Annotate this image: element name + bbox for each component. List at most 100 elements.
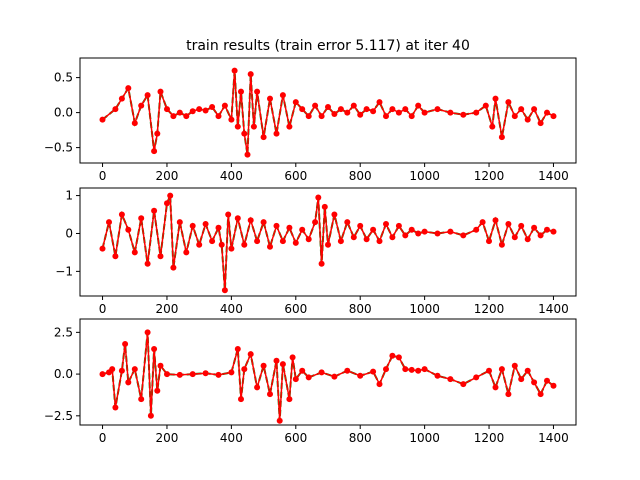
x-tick-label: 600 [284, 431, 307, 445]
data-point [238, 88, 244, 95]
data-point [518, 106, 525, 113]
data-point [260, 219, 267, 226]
data-point [518, 376, 525, 383]
data-point [460, 381, 467, 388]
data-point [325, 104, 331, 110]
data-point [286, 224, 293, 231]
data-point [486, 238, 492, 245]
data-point [524, 236, 531, 243]
x-tick-label: 0 [99, 302, 107, 316]
data-point [260, 134, 267, 141]
data-point [164, 200, 170, 207]
x-tick-label: 400 [220, 302, 243, 316]
data-point [154, 130, 161, 137]
data-point [241, 366, 248, 373]
data-point [221, 287, 228, 294]
data-point [138, 396, 145, 403]
data-point [241, 241, 248, 248]
data-point [196, 106, 203, 113]
data-point [286, 396, 293, 403]
y-tick-label: 0.5 [54, 71, 73, 85]
data-point [228, 369, 235, 376]
data-point [312, 219, 319, 226]
y-tick-label: 0.0 [54, 367, 73, 381]
data-point [402, 232, 409, 239]
data-point [279, 361, 286, 368]
data-point [144, 260, 151, 267]
data-point [537, 391, 544, 398]
data-point [350, 234, 357, 241]
data-point [389, 234, 396, 241]
data-point [498, 366, 505, 373]
data-point [395, 354, 402, 361]
axes-frame [79, 187, 577, 297]
data-point [357, 372, 364, 379]
data-point [305, 236, 312, 243]
data-point [421, 228, 428, 235]
data-point [234, 123, 241, 130]
data-point [273, 222, 280, 229]
data-point [273, 130, 280, 137]
data-point [357, 111, 364, 118]
data-point [231, 67, 238, 74]
data-point [395, 109, 402, 116]
data-point [215, 224, 222, 231]
data-point [99, 245, 106, 252]
data-point [415, 102, 422, 109]
data-point [250, 123, 257, 130]
data-point [511, 234, 518, 241]
data-point [292, 239, 299, 246]
y-tick-label: −0.5 [44, 141, 73, 155]
data-point [170, 113, 177, 120]
data-point [376, 238, 383, 245]
data-point [218, 241, 225, 248]
data-point [325, 241, 331, 248]
data-point [305, 113, 312, 120]
data-point [331, 211, 338, 218]
data-point [209, 104, 216, 110]
data-point [524, 367, 531, 374]
data-point [122, 341, 129, 347]
data-point [492, 384, 499, 391]
data-point [318, 113, 325, 120]
x-tick-label: 1400 [538, 169, 569, 183]
data-point [125, 226, 132, 233]
y-tick-label: −2.5 [44, 409, 73, 423]
data-point [498, 134, 505, 141]
data-point [225, 211, 232, 218]
data-point [370, 368, 377, 375]
data-point [125, 379, 132, 386]
data-point [209, 238, 216, 245]
data-point [157, 362, 164, 369]
data-point [138, 102, 145, 109]
data-point [196, 241, 203, 248]
data-point [531, 106, 538, 113]
x-tick-label: 1200 [474, 431, 505, 445]
data-point [518, 222, 525, 229]
data-point [537, 232, 544, 239]
data-point [434, 106, 441, 113]
y-tick-label: 0.0 [54, 106, 73, 120]
data-point [131, 120, 138, 127]
data-point [189, 222, 196, 229]
data-point [289, 354, 296, 361]
data-point [183, 249, 190, 256]
data-point [408, 113, 415, 120]
data-point [112, 253, 119, 260]
subplot-1: 0 200 400 600 800 1000 1200 1400 −0.5 0.0 0.5 [44, 57, 577, 183]
data-point [151, 346, 158, 352]
data-point [157, 253, 164, 260]
data-point [267, 95, 273, 102]
data-point [447, 109, 454, 116]
data-point [234, 215, 241, 222]
data-point [151, 207, 158, 214]
data-point [344, 367, 351, 374]
chart-title: train results (train error 5.117) at ite… [186, 38, 470, 54]
data-point [473, 226, 480, 233]
data-point [421, 366, 428, 373]
data-point [99, 371, 106, 378]
data-point [383, 221, 389, 227]
y-tick-label: 0 [65, 226, 73, 240]
data-point [376, 381, 383, 388]
